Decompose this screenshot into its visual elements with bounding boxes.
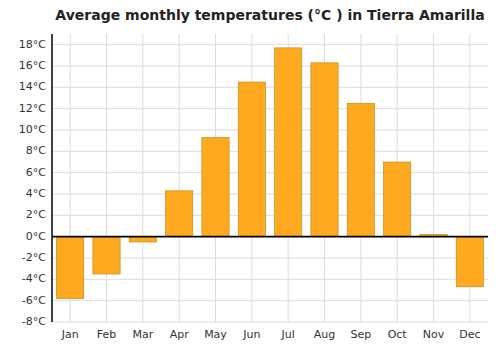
y-grid-line bbox=[52, 66, 488, 67]
y-grid-line bbox=[52, 300, 488, 301]
y-tick-label: 4°C bbox=[26, 187, 46, 200]
title: Average monthly temperatures (°C ) in Ti… bbox=[55, 7, 484, 23]
grid bbox=[52, 34, 488, 322]
x-tick-label: Mar bbox=[132, 328, 153, 341]
x-tick-label: Dec bbox=[459, 328, 480, 341]
x-tick-label: Feb bbox=[97, 328, 116, 341]
y-tick-label: 12°C bbox=[19, 102, 46, 115]
x-grid-line bbox=[433, 34, 434, 322]
y-grid-line bbox=[52, 151, 488, 152]
bar bbox=[347, 103, 374, 236]
y-tick-label: -2°C bbox=[22, 251, 46, 264]
bar bbox=[238, 82, 265, 237]
y-grid-line bbox=[52, 108, 488, 109]
y-tick-label: 0°C bbox=[26, 230, 46, 243]
y-tick-label: 14°C bbox=[19, 80, 46, 93]
y-grid-line bbox=[52, 215, 488, 216]
chart: -8°C -6°C -4°C -2°C 0°C 2°C 4°C 6°C 8°C 10°C 12°C 1… bbox=[0, 0, 500, 350]
x-grid-line bbox=[142, 34, 143, 322]
y-tick-label: -8°C bbox=[22, 315, 46, 328]
y-tick-label: 16°C bbox=[19, 59, 46, 72]
y-grid-line bbox=[52, 87, 488, 88]
zero-line bbox=[52, 236, 488, 238]
y-tick-label: 18°C bbox=[19, 38, 46, 51]
y-grid-line bbox=[52, 44, 488, 45]
y-tick-label: 2°C bbox=[26, 208, 46, 221]
y-grid-line bbox=[52, 130, 488, 131]
x-tick-label: Aug bbox=[314, 328, 335, 341]
bars bbox=[57, 48, 484, 299]
y-grid-line bbox=[52, 194, 488, 195]
y-grid-line bbox=[52, 236, 488, 237]
y-grid-line bbox=[52, 279, 488, 280]
x-grid-line bbox=[179, 34, 180, 322]
bar bbox=[166, 191, 193, 237]
x-grid-line bbox=[106, 34, 107, 322]
y-tick-label: 6°C bbox=[26, 166, 46, 179]
y-tick-label: 8°C bbox=[26, 144, 46, 157]
y-tick-label: -4°C bbox=[22, 272, 46, 285]
y-grid-line bbox=[52, 322, 488, 323]
bar bbox=[384, 162, 411, 237]
y-tick-label: -6°C bbox=[22, 294, 46, 307]
y-tick-labels: -8°C -6°C -4°C -2°C 0°C 2°C 4°C 6°C 8°C 10°C 12°C 1… bbox=[19, 38, 46, 328]
y-axis-line bbox=[51, 34, 53, 322]
y-tick-label: 10°C bbox=[19, 123, 46, 136]
chart-container: -8°C -6°C -4°C -2°C 0°C 2°C 4°C 6°C 8°C 10°C 12°C 1… bbox=[0, 0, 500, 350]
x-tick-label: May bbox=[204, 328, 227, 341]
x-tick-label: Nov bbox=[423, 328, 445, 341]
x-tick-label: Jan bbox=[61, 328, 79, 341]
y-grid-line bbox=[52, 172, 488, 173]
bar bbox=[57, 237, 84, 299]
x-tick-label: Jun bbox=[242, 328, 260, 341]
x-tick-label: Sep bbox=[350, 328, 371, 341]
bar bbox=[456, 237, 483, 287]
bar bbox=[93, 237, 120, 274]
x-tick-label: Apr bbox=[170, 328, 190, 341]
bar bbox=[202, 137, 229, 236]
bar bbox=[311, 63, 338, 237]
x-tick-label: Oct bbox=[388, 328, 408, 341]
bar bbox=[275, 48, 302, 237]
x-tick-label: Jul bbox=[281, 328, 295, 341]
x-tick-labels: Jan Feb Mar Apr May Jun Jul Aug Sep Oct Nov Dec bbox=[61, 328, 481, 341]
